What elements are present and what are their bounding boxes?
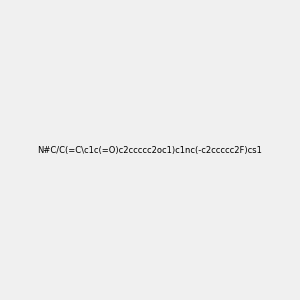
Text: N#C/C(=C\c1c(=O)c2ccccc2oc1)c1nc(-c2ccccc2F)cs1: N#C/C(=C\c1c(=O)c2ccccc2oc1)c1nc(-c2cccc… — [38, 146, 262, 154]
